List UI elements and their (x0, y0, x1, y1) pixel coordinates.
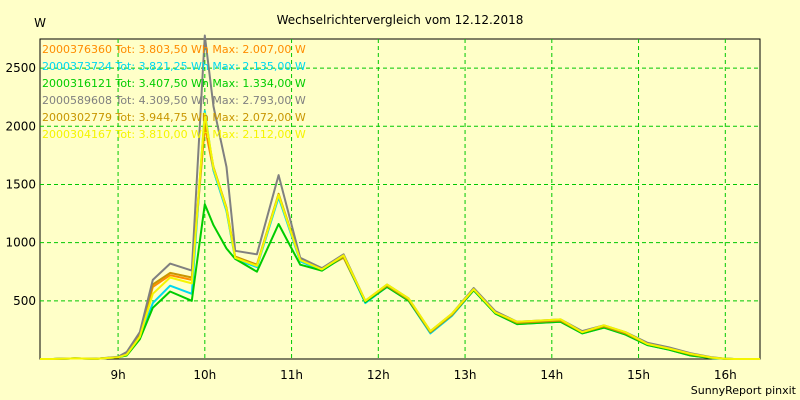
x-tick-label: 13h (454, 368, 477, 382)
plot-area (39, 38, 761, 360)
series-line-2000304167 (40, 112, 760, 360)
axis-layer: 9h 10h 11h 12h 13h 14h 15h 16h 500 1000 1500 2000 25… (5, 61, 736, 382)
legend-entry: 2000376360 Tot: 3.803,50 Wh Max: 2.007,0… (42, 43, 306, 56)
x-tick-label: 11h (280, 368, 303, 382)
series-layer (40, 34, 760, 360)
x-tick-label: 12h (367, 368, 390, 382)
y-tick-label: 1500 (5, 177, 36, 191)
y-tick-label: 2500 (5, 61, 36, 75)
y-tick-label: 1000 (5, 236, 36, 250)
legend-entry: 2000304167 Tot: 3.810,00 Wh Max: 2.112,0… (42, 128, 306, 141)
x-tick-label: 9h (110, 368, 125, 382)
legend-entry: 2000302779 Tot: 3.944,75 Wh Max: 2.072,0… (42, 111, 306, 124)
footer-credit: SunnyReport pinxit (691, 384, 797, 397)
legend-entry: 2000373724 Tot: 3.821,25 Wh Max: 2.135,0… (42, 60, 306, 73)
x-tick-label: 14h (540, 368, 563, 382)
x-tick-label: 15h (627, 368, 650, 382)
legend-entry: 2000316121 Tot: 3.407,50 Wh Max: 1.334,0… (42, 77, 306, 90)
legend: 2000376360 Tot: 3.803,50 Wh Max: 2.007,0… (42, 43, 306, 141)
y-tick-label: 500 (13, 294, 36, 308)
y-axis-unit: W (34, 16, 46, 30)
x-tick-label: 10h (193, 368, 216, 382)
legend-entry: 2000589608 Tot: 4.309,50 Wh Max: 2.793,0… (42, 94, 306, 107)
series-line-2000316121 (40, 203, 760, 360)
x-tick-label: 16h (714, 368, 737, 382)
chart-title: Wechselrichtervergleich vom 12.12.2018 (277, 13, 524, 27)
y-tick-label: 2000 (5, 119, 36, 133)
grid-layer (40, 39, 760, 359)
